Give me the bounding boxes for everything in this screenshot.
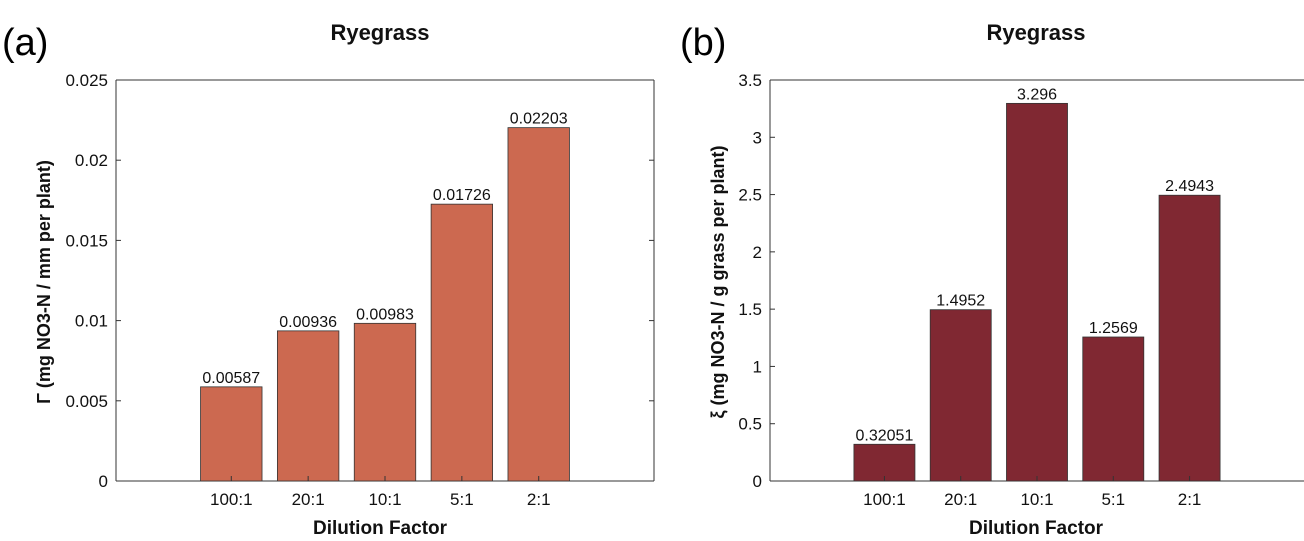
y-tick-label: 1.5 [738,300,762,319]
data-label: 0.01726 [433,187,491,204]
bar-a-4 [430,203,494,482]
bar-b-2 [929,309,992,482]
plot-area-a: 0 0.005 0.01 0.015 0.02 0.025 100:1 0.00587 20:1… [65,71,655,509]
plot-area-b: 0 0.5 1 1.5 2 2.5 3 3.5 100:1 0.32051 20:1 1.4952 10… [738,71,1304,509]
bar-b-1 [853,443,916,482]
bar-b-3 [1006,102,1068,482]
y-tick-label: 3 [753,128,762,147]
data-label: 0.00936 [279,314,337,331]
bar-a-5 [507,127,570,482]
x-axis-label-b: Dilution Factor [969,518,1104,539]
y-tick-label: 0.005 [65,392,108,411]
chart-panel-a: (a) Ryegrass Dilution Factor Γ (mg NO3-N… [2,20,655,539]
x-tick-label: 100:1 [210,490,253,509]
y-axis-label-a: Γ (mg NO3-N / mm per plant) [34,160,54,404]
data-label: 0.32051 [856,427,914,444]
y-tick-label: 0.5 [738,415,762,434]
x-tick-label: 5:1 [450,490,474,509]
y-tick-label: 0.01 [75,312,108,331]
data-label: 0.00587 [202,370,260,387]
data-label: 0.02203 [510,111,568,128]
bar-b-5 [1158,194,1221,482]
y-tick-label: 0.015 [65,231,108,250]
y-tick-label: 1 [753,357,762,376]
y-tick-label: 0 [99,472,108,491]
panel-label-a: (a) [2,22,48,64]
data-label: 2.4943 [1165,178,1214,195]
chart-title-a: Ryegrass [330,20,429,45]
x-tick-label: 5:1 [1101,490,1125,509]
bar-a-2 [276,330,340,482]
panel-label-b: (b) [680,22,726,64]
chart-panel-b: (b) Ryegrass Dilution Factor ξ (mg NO3-N… [680,20,1304,539]
x-axis-label-a: Dilution Factor [313,518,448,539]
chart-title-b: Ryegrass [986,20,1085,45]
bar-b-4 [1082,336,1145,482]
y-tick-label: 3.5 [738,71,762,90]
x-tick-label: 2:1 [1178,490,1202,509]
data-label: 0.00983 [356,306,414,323]
y-tick-label: 0.025 [65,71,108,90]
x-tick-label: 100:1 [863,490,906,509]
x-tick-label: 10:1 [1020,490,1053,509]
x-tick-label: 20:1 [292,490,325,509]
x-tick-label: 2:1 [527,490,551,509]
y-tick-label: 0.02 [75,151,108,170]
y-tick-label: 2 [753,243,762,262]
bar-a-1 [200,386,263,482]
data-label: 3.296 [1017,86,1057,103]
x-tick-label: 20:1 [944,490,977,509]
y-axis-label-b: ξ (mg NO3-N / g grass per plant) [708,145,729,418]
data-label: 1.4952 [936,293,985,310]
y-tick-label: 2.5 [738,186,762,205]
bar-a-3 [353,322,417,482]
data-label: 1.2569 [1089,320,1138,337]
y-tick-label: 0 [753,472,762,491]
x-tick-label: 10:1 [368,490,401,509]
